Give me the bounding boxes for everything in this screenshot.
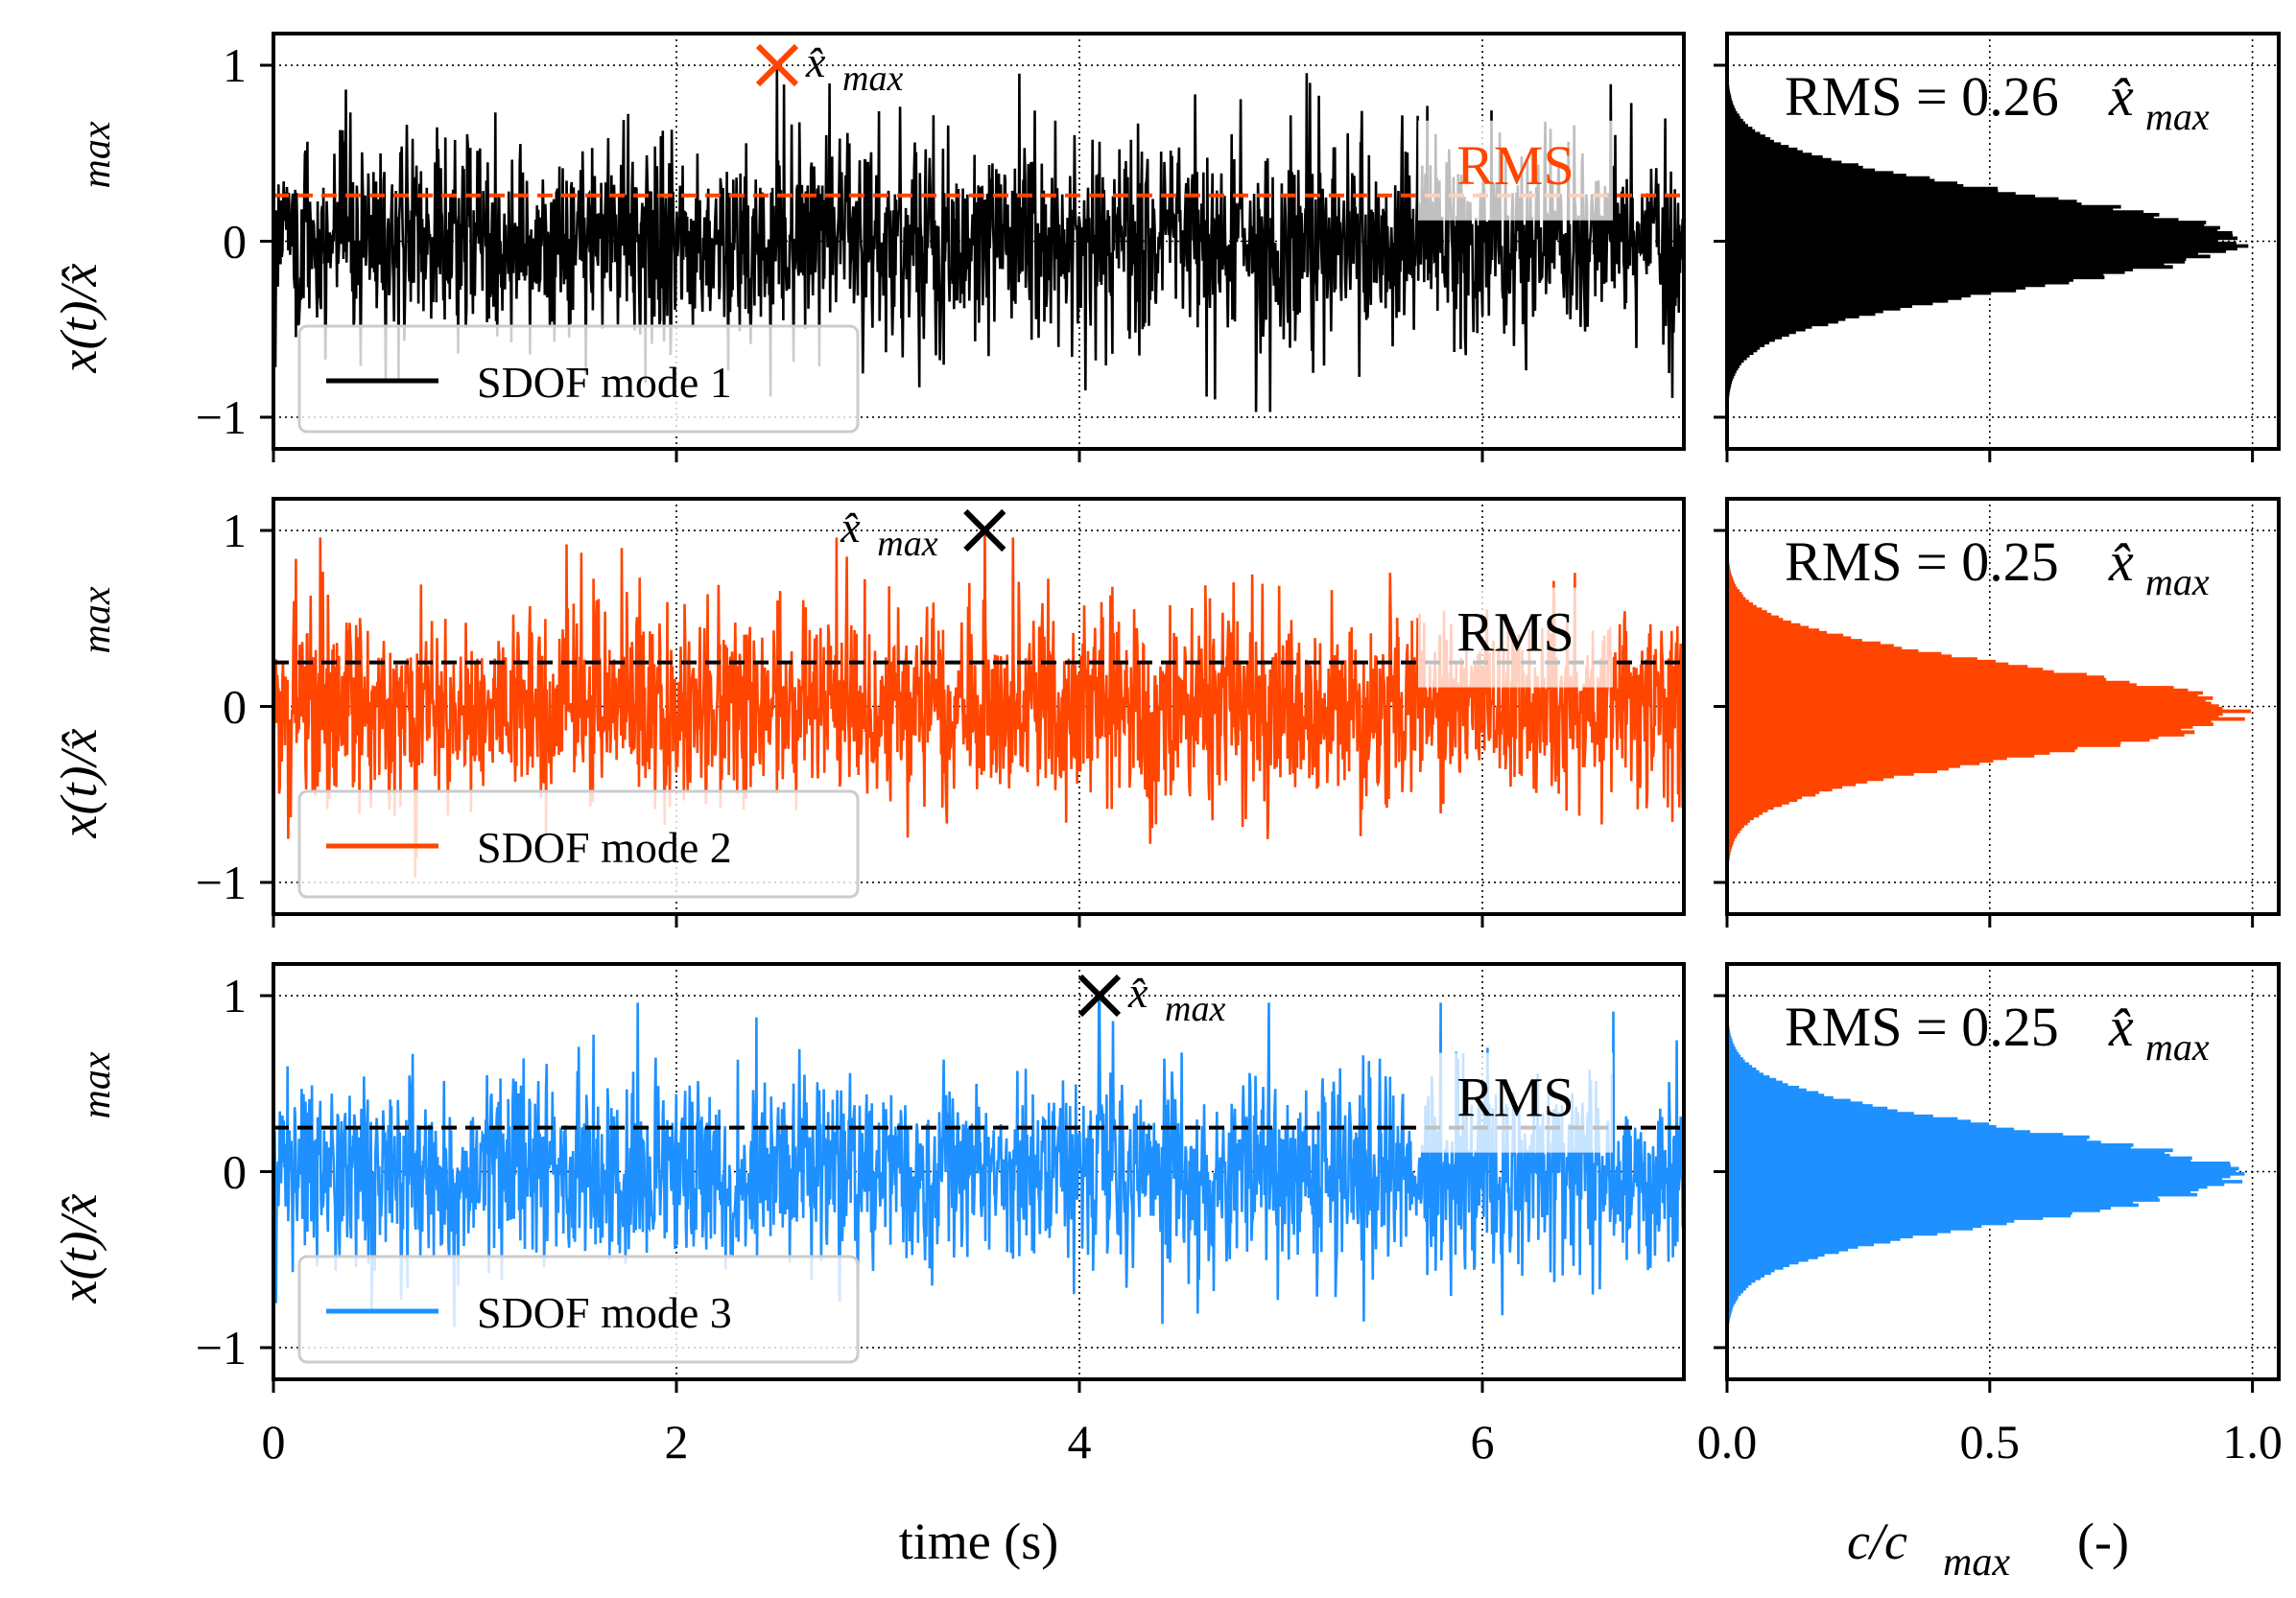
hist-rms-xmax-sub: max [2145,95,2210,138]
y-axis-title: x(t)/x̂ max [50,121,119,373]
peak-label-main: x̂ [840,503,861,552]
y-tick-label: −1 [196,1321,247,1375]
rms-label: RMS [1456,1067,1574,1129]
legend-label: SDOF mode 3 [477,1288,732,1337]
histogram-mode-2 [1726,536,2251,878]
peak-marker [1077,974,1122,1018]
y-axis-title: x(t)/x̂ max [50,586,119,838]
peak-label-main: x̂ [1127,968,1148,1017]
y-tick-label: 0 [223,215,247,269]
hist-rms-annotation: RMS = 0.25 x̂ max [1785,996,2210,1069]
histogram-mode-1 [1726,71,2249,412]
axes-frame-layer [260,32,2281,1393]
hist-x-axis-title-sub: max [1943,1540,2010,1585]
legend-label: SDOF mode 1 [477,358,732,407]
hist-rms-xmax: x̂ [2108,65,2134,128]
y-tick-label: −1 [196,390,247,444]
hist-rms-xmax: x̂ [2108,996,2134,1058]
rms-label-box [1418,120,1613,221]
series-line-mode-2 [273,529,1684,878]
histogram-mode-3 [1726,1001,2245,1343]
rms-label-box [1418,587,1613,688]
hist-rms-xmax-sub: max [2145,1025,2210,1069]
y-tick-label: 0 [223,680,247,734]
y-axis-title-main: x(t)/x̂ [50,729,107,839]
x-tick-label: 4 [1068,1415,1092,1469]
peak-label-sub: max [877,524,937,564]
y-axis-title-sub: max [75,1051,119,1118]
x-axis-title: time (s) [899,1513,1058,1570]
hist-x-axis-title-main: c/c [1847,1513,1907,1570]
legend-label: SDOF mode 2 [477,823,732,872]
labels-layer: 1 0 −1 x(t)/x̂ max 1 0 −1 x(t)/x̂ max 1 0 −1 x(t)/x̂ m… [50,38,2283,1585]
legend-box [297,1255,860,1364]
hist-x-axis-title-unit: (-) [2077,1513,2129,1570]
series-line-mode-3 [273,995,1684,1328]
rms-label: RMS [1456,134,1574,197]
rms-label-box [1418,1052,1613,1153]
y-axis-title-sub: max [75,586,119,653]
peak-marker [963,508,1006,552]
y-tick-label: 1 [223,504,247,557]
y-axis-title-main: x(t)/x̂ [50,1194,107,1304]
hist-x-tick-label: 0.0 [1697,1415,1758,1469]
peak-label-main: x̂ [805,37,826,86]
hist-rms-text: RMS = 0.25 [1785,996,2059,1058]
data-layer [273,64,2251,1343]
y-tick-label: 0 [223,1145,247,1199]
hist-rms-xmax-sub: max [2145,560,2210,603]
y-axis-title-main: x(t)/x̂ [50,264,107,374]
peak-label: x̂ max [840,503,937,564]
peak-label-sub: max [1165,989,1225,1029]
hist-x-tick-label: 1.0 [2222,1415,2283,1469]
y-axis-title: x(t)/x̂ max [50,1051,119,1304]
hist-x-tick-label: 0.5 [1960,1415,2021,1469]
legend-box [297,789,860,899]
hist-x-axis-title: c/c max (-) [1847,1513,2129,1585]
hist-rms-annotation: RMS = 0.25 x̂ max [1785,530,2210,603]
y-tick-label: 1 [223,38,247,92]
x-tick-label: 6 [1471,1415,1495,1469]
hist-rms-xmax: x̂ [2108,530,2134,593]
hist-rms-text: RMS = 0.25 [1785,530,2059,593]
x-tick-label: 2 [665,1415,689,1469]
hist-rms-annotation: RMS = 0.26 x̂ max [1785,65,2210,138]
y-tick-label: −1 [196,856,247,909]
peak-label: x̂ max [1127,968,1225,1029]
peak-label-sub: max [842,59,903,99]
peak-label: x̂ max [805,37,903,99]
y-tick-label: 1 [223,969,247,1022]
peak-marker [755,43,799,87]
x-tick-label: 0 [262,1415,286,1469]
rms-label: RMS [1456,601,1574,664]
hist-rms-text: RMS = 0.26 [1785,65,2059,128]
legend-box [297,324,860,434]
y-axis-title-sub: max [75,121,119,188]
